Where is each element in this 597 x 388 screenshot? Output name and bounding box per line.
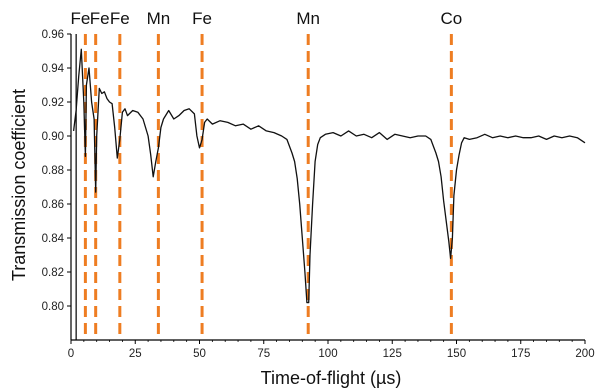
element-labels: Fe Fe Fe Mn Fe Mn Co xyxy=(70,9,462,28)
element-marker-lines xyxy=(83,34,453,340)
y-tick-label: 0.82 xyxy=(42,267,64,279)
y-axis-ticks: 0.80 0.82 0.84 0.86 0.88 0.90 0.92 0.94 0.96 xyxy=(42,29,71,313)
element-label-mn: Mn xyxy=(296,9,320,28)
element-label-fe: Fe xyxy=(192,9,212,28)
x-tick-label: 50 xyxy=(193,348,206,360)
x-tick-label: 0 xyxy=(68,348,74,360)
y-tick-label: 0.88 xyxy=(42,165,64,177)
element-label-fe: Fe xyxy=(110,9,130,28)
x-tick-label: 150 xyxy=(447,348,466,360)
series-line-0 xyxy=(72,48,586,304)
y-tick-label: 0.90 xyxy=(42,131,64,143)
x-tick-label: 25 xyxy=(129,348,142,360)
element-label-co: Co xyxy=(440,9,462,28)
data-series xyxy=(72,48,586,304)
y-tick-label: 0.84 xyxy=(42,233,65,245)
x-axis-title: Time-of-flight (µs) xyxy=(261,368,402,388)
x-tick-label: 125 xyxy=(383,348,402,360)
element-label-fe: Fe xyxy=(90,9,110,28)
y-tick-label: 0.80 xyxy=(42,301,64,313)
x-tick-label: 175 xyxy=(511,348,530,360)
y-tick-label: 0.92 xyxy=(42,97,64,109)
x-tick-label: 200 xyxy=(575,348,594,360)
y-axis-title: Transmission coefficient xyxy=(9,89,29,281)
y-tick-label: 0.96 xyxy=(42,29,64,41)
x-tick-label: 100 xyxy=(318,348,337,360)
y-tick-label: 0.94 xyxy=(42,63,65,75)
element-label-fe: Fe xyxy=(70,9,90,28)
element-label-mn: Mn xyxy=(147,9,171,28)
x-axis-ticks: 0 25 50 75 100 125 150 175 200 xyxy=(68,340,595,360)
y-tick-label: 0.86 xyxy=(42,199,64,211)
x-tick-label: 75 xyxy=(257,348,270,360)
plot-axes xyxy=(70,34,585,341)
